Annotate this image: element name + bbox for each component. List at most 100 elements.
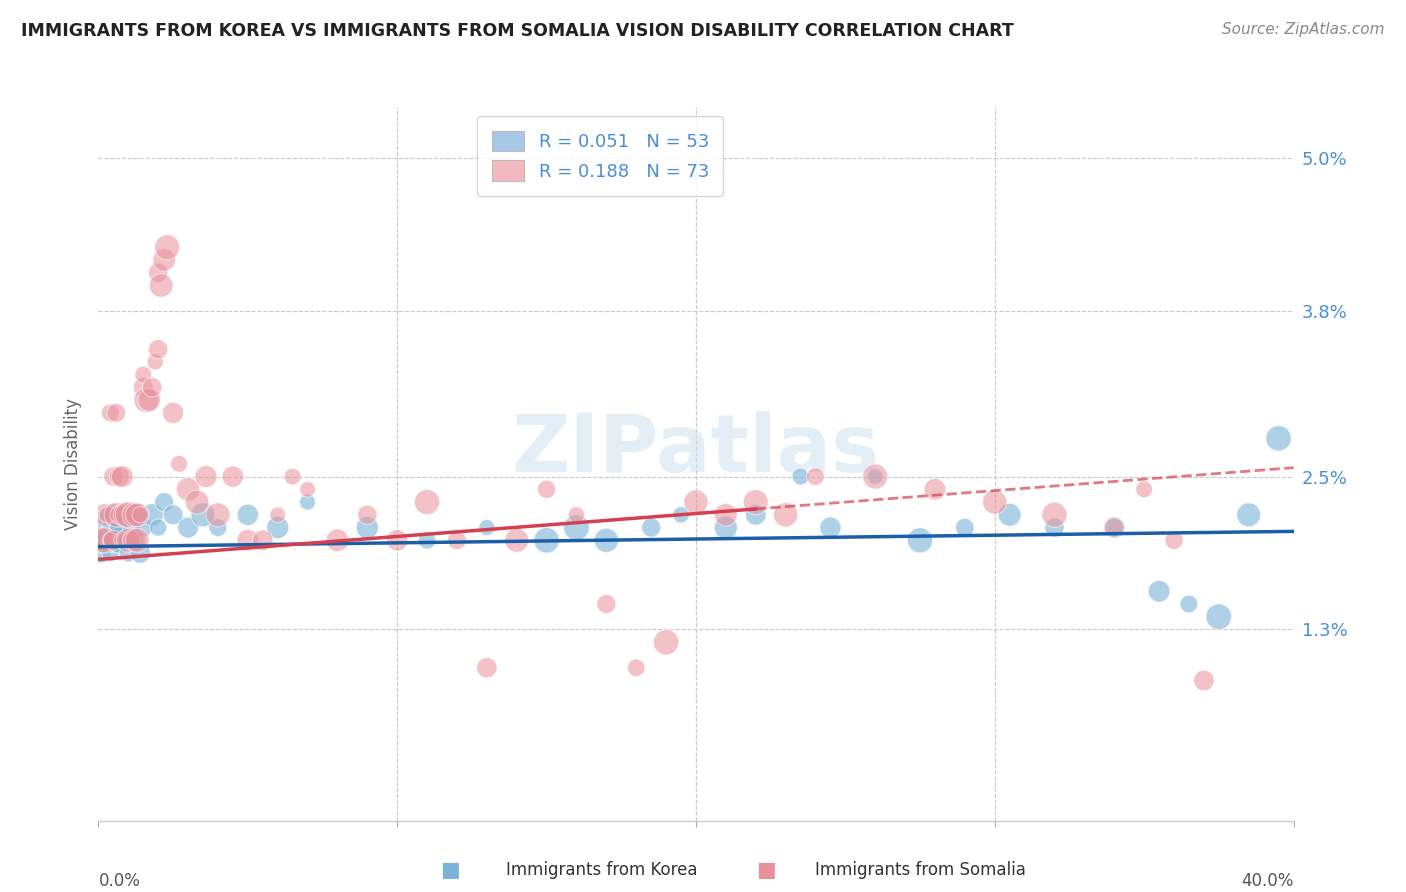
Point	[267, 508, 290, 522]
Point	[195, 469, 218, 483]
Point	[100, 520, 122, 534]
Point	[745, 495, 768, 509]
Point	[446, 533, 468, 548]
Text: 0.0%: 0.0%	[98, 871, 141, 889]
Point	[138, 393, 160, 408]
Text: Immigrants from Somalia: Immigrants from Somalia	[815, 861, 1026, 879]
Point	[191, 508, 214, 522]
Point	[506, 533, 529, 548]
Point	[385, 533, 409, 548]
Point	[93, 520, 115, 534]
Point	[356, 520, 378, 534]
Text: IMMIGRANTS FROM KOREA VS IMMIGRANTS FROM SOMALIA VISION DISABILITY CORRELATION C: IMMIGRANTS FROM KOREA VS IMMIGRANTS FROM…	[21, 22, 1014, 40]
Point	[100, 533, 122, 548]
Point	[111, 469, 134, 483]
Point	[132, 368, 155, 382]
Point	[100, 546, 122, 560]
Point	[1237, 508, 1260, 522]
Point	[326, 533, 349, 548]
Point	[565, 508, 588, 522]
Point	[129, 546, 152, 560]
Point	[143, 355, 166, 369]
Point	[177, 483, 200, 497]
Point	[114, 508, 136, 522]
Point	[745, 508, 768, 522]
Point	[775, 508, 797, 522]
Text: ■: ■	[440, 860, 460, 880]
Text: ■: ■	[756, 860, 776, 880]
Point	[820, 520, 842, 534]
Point	[1147, 584, 1170, 599]
Point	[156, 240, 179, 254]
Point	[1267, 431, 1289, 445]
Point	[105, 520, 128, 534]
Point	[148, 520, 170, 534]
Point	[117, 508, 139, 522]
Point	[236, 508, 259, 522]
Point	[1043, 508, 1066, 522]
Point	[222, 469, 245, 483]
Point	[129, 508, 152, 522]
Point	[148, 342, 170, 356]
Point	[536, 533, 558, 548]
Point	[103, 508, 125, 522]
Point	[93, 508, 115, 522]
Point	[141, 508, 163, 522]
Point	[297, 483, 319, 497]
Point	[96, 508, 118, 522]
Point	[105, 508, 128, 522]
Point	[120, 520, 142, 534]
Point	[865, 469, 887, 483]
Point	[297, 495, 319, 509]
Point	[865, 469, 887, 483]
Text: Source: ZipAtlas.com: Source: ZipAtlas.com	[1222, 22, 1385, 37]
Point	[186, 495, 208, 509]
Point	[132, 380, 155, 394]
Point	[669, 508, 692, 522]
Point	[536, 483, 558, 497]
Y-axis label: Vision Disability: Vision Disability	[65, 398, 83, 530]
Point	[640, 520, 662, 534]
Point	[93, 533, 115, 548]
Point	[1043, 520, 1066, 534]
Text: ZIPatlas: ZIPatlas	[512, 410, 880, 489]
Point	[124, 533, 146, 548]
Point	[103, 533, 125, 548]
Point	[998, 508, 1021, 522]
Point	[153, 252, 176, 267]
Point	[1178, 597, 1201, 611]
Point	[789, 469, 811, 483]
Text: 40.0%: 40.0%	[1241, 871, 1294, 889]
Point	[267, 520, 290, 534]
Point	[595, 597, 617, 611]
Point	[132, 520, 155, 534]
Legend: R = 0.051   N = 53, R = 0.188   N = 73: R = 0.051 N = 53, R = 0.188 N = 73	[477, 116, 724, 195]
Point	[236, 533, 259, 548]
Point	[162, 508, 184, 522]
Point	[148, 266, 170, 280]
Point	[714, 508, 737, 522]
Point	[475, 520, 498, 534]
Point	[150, 278, 173, 293]
Point	[356, 508, 378, 522]
Point	[114, 533, 136, 548]
Point	[117, 533, 139, 548]
Point	[141, 380, 163, 394]
Point	[685, 495, 707, 509]
Point	[105, 406, 128, 420]
Point	[135, 393, 157, 408]
Point	[416, 495, 439, 509]
Point	[153, 495, 176, 509]
Point	[924, 483, 946, 497]
Point	[984, 495, 1007, 509]
Point	[207, 520, 229, 534]
Point	[100, 406, 122, 420]
Point	[1133, 483, 1156, 497]
Point	[108, 508, 131, 522]
Point	[714, 520, 737, 534]
Point	[804, 469, 827, 483]
Point	[167, 457, 190, 471]
Point	[626, 661, 648, 675]
Point	[105, 533, 128, 548]
Point	[117, 546, 139, 560]
